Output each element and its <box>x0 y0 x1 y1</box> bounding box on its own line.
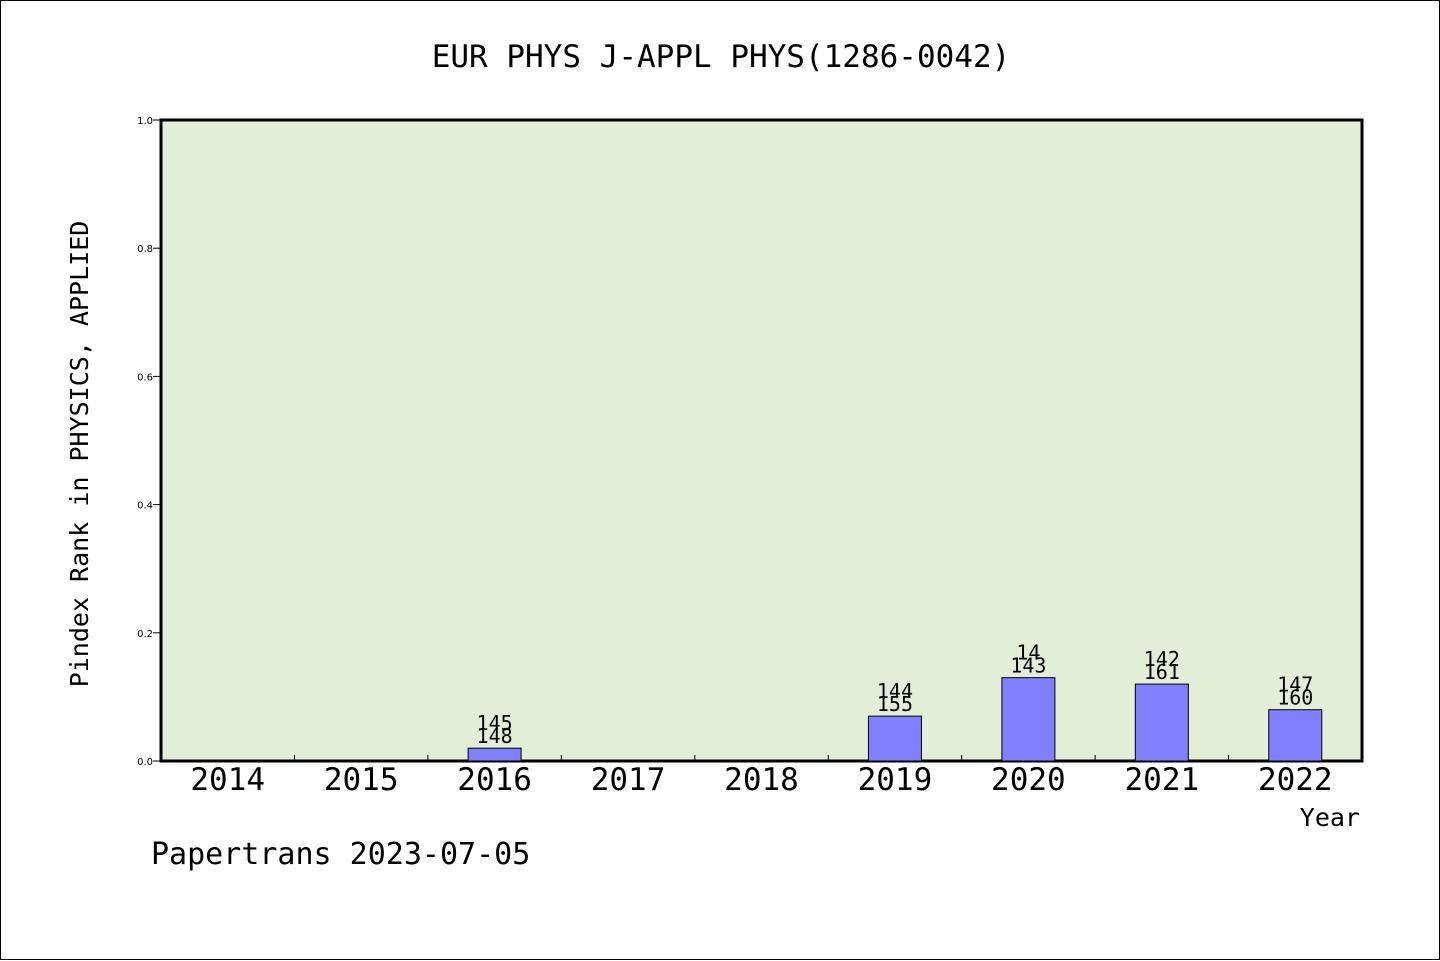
x-tick-label: 2014 <box>190 762 265 798</box>
bar-label-upper: 147 <box>1277 673 1313 697</box>
bar-label-upper: 142 <box>1144 647 1180 671</box>
bar-label-lower: 148 <box>477 724 513 748</box>
y-axis-label: Pindex Rank in PHYSICS, APPLIED <box>65 221 94 688</box>
x-tick-label: 2021 <box>1125 762 1200 798</box>
y-tick-label: 0.4 <box>137 501 153 512</box>
y-tick-label: 0.2 <box>137 629 153 640</box>
x-tick-label: 2016 <box>457 762 532 798</box>
x-tick-label: 2017 <box>591 762 666 798</box>
x-axis-label: Year <box>1300 803 1360 832</box>
y-tick-label: 0.6 <box>137 372 153 383</box>
y-tick-label: 0.0 <box>137 757 153 768</box>
chart-title: EUR PHYS J-APPL PHYS(1286-0042) <box>432 39 1011 75</box>
bar-label-lower: 155 <box>877 692 913 716</box>
bar-label-lower: 143 <box>1010 654 1046 678</box>
bar-label-upper: 14 <box>1016 641 1040 665</box>
x-tick-label: 2019 <box>858 762 933 798</box>
bar-label-lower: 160 <box>1277 686 1313 710</box>
bar-2021 <box>1134 683 1189 762</box>
y-axis: 0.0 0.2 0.4 0.6 0.8 1.0 <box>137 116 161 768</box>
bar-label-upper: 145 <box>477 711 513 735</box>
y-tick-label: 0.8 <box>137 244 153 255</box>
plot-area <box>159 118 1364 763</box>
bar-2016 <box>467 747 522 762</box>
bar-2019 <box>867 715 922 762</box>
x-tick-label: 2020 <box>991 762 1066 798</box>
x-tick-label: 2018 <box>724 762 799 798</box>
bar-2022 <box>1268 709 1323 762</box>
y-tick-label: 1.0 <box>137 116 153 127</box>
footer-credit: Papertrans 2023-07-05 <box>151 837 530 872</box>
x-tick-label: 2015 <box>324 762 399 798</box>
bar-series <box>467 677 1323 762</box>
x-axis: 2014 2015 2016 2017 2018 2019 2020 2021 2022 <box>190 755 1333 798</box>
x-tick-label: 2022 <box>1258 762 1333 798</box>
bar-label-upper: 144 <box>877 679 913 703</box>
bar-label-lower: 161 <box>1144 660 1180 684</box>
bar-2020 <box>1001 677 1056 762</box>
